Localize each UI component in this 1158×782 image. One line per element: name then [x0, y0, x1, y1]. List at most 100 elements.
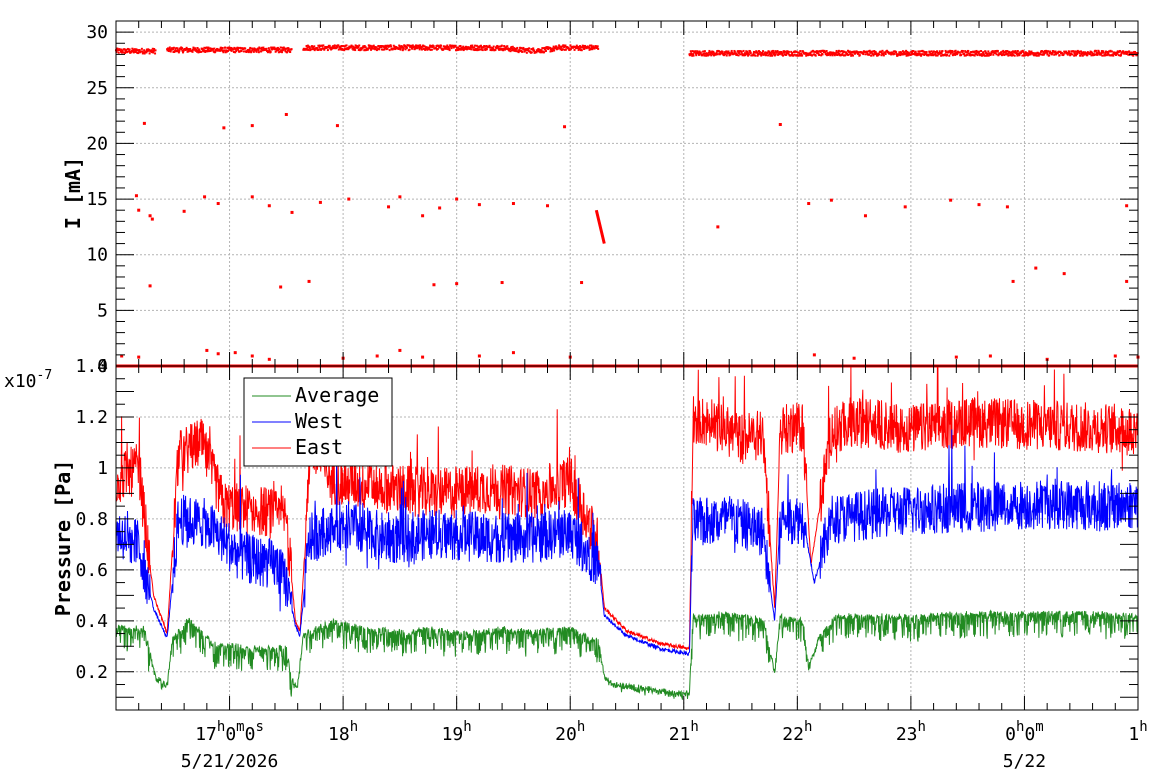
current-point [1023, 54, 1026, 57]
current-point [523, 50, 526, 53]
current-point [954, 355, 958, 359]
current-point [916, 54, 919, 57]
current-point [911, 51, 914, 54]
current-point [1100, 50, 1103, 53]
current-point [1049, 50, 1052, 53]
current-point [797, 54, 800, 57]
current-point [1006, 53, 1009, 56]
current-point [205, 46, 208, 49]
current-point [764, 51, 767, 54]
current-point [308, 45, 311, 48]
current-point [729, 52, 732, 55]
current-point [785, 53, 788, 56]
current-point [567, 46, 570, 49]
current-point [180, 48, 183, 51]
current-point [230, 49, 233, 52]
current-point [269, 50, 272, 53]
current-point [1101, 54, 1104, 57]
current-point [259, 47, 262, 50]
current-point [122, 51, 125, 54]
current-point [281, 46, 284, 49]
current-point [252, 48, 255, 51]
current-point [1013, 54, 1016, 57]
current-point [1015, 52, 1018, 55]
current-point [257, 49, 260, 52]
x-tick-label: 19h [442, 719, 472, 745]
current-point [575, 44, 578, 47]
current-point [835, 51, 838, 54]
current-point [271, 48, 274, 51]
current-point [769, 54, 772, 57]
current-point [1002, 49, 1005, 52]
current-point [736, 53, 739, 56]
current-point [780, 50, 783, 53]
current-point [1039, 53, 1042, 56]
current-point [387, 205, 391, 209]
current-point [899, 54, 902, 57]
current-point [817, 50, 820, 53]
current-point [768, 53, 771, 56]
current-point [694, 50, 697, 53]
current-point [224, 46, 227, 49]
current-point [1030, 50, 1033, 53]
current-point [928, 51, 931, 54]
current-point [1047, 50, 1050, 53]
current-point [742, 49, 745, 52]
current-point [818, 53, 821, 56]
current-point [725, 50, 728, 53]
current-point [209, 47, 212, 50]
current-point [752, 52, 755, 55]
current-point [1085, 52, 1088, 55]
current-point [247, 51, 250, 54]
current-point [1004, 51, 1007, 54]
current-point [428, 48, 431, 51]
current-point [233, 351, 237, 355]
pressure-line-east [116, 366, 1138, 651]
current-point [809, 51, 812, 54]
current-point [569, 44, 572, 47]
x-tick-label: 18h [328, 719, 358, 745]
x-tick-label: 21h [669, 719, 699, 745]
current-point [261, 46, 264, 49]
current-point [884, 51, 887, 54]
current-point [811, 54, 814, 57]
current-point [737, 51, 740, 54]
current-point [747, 54, 750, 57]
current-point [915, 52, 918, 55]
current-point [553, 49, 556, 52]
current-point [276, 46, 279, 49]
current-point [540, 49, 543, 52]
current-point [1078, 50, 1081, 53]
current-point [182, 50, 185, 53]
current-point [831, 54, 834, 57]
current-point [148, 52, 151, 55]
current-point [485, 48, 488, 51]
current-point [462, 45, 465, 48]
current-point [765, 54, 768, 57]
current-point [903, 205, 907, 209]
current-point [358, 44, 361, 47]
current-point [430, 44, 433, 47]
current-point [940, 54, 943, 57]
current-point [168, 47, 171, 50]
current-point [132, 48, 135, 51]
current-point [537, 50, 540, 53]
current-point [1073, 54, 1076, 57]
current-point [841, 52, 844, 55]
pressure-panel: 0.20.40.60.811.21.4 Pressure [Pa] x10-7 … [4, 356, 1139, 711]
current-point [967, 50, 970, 53]
current-point [1062, 272, 1066, 276]
current-point [482, 46, 485, 49]
current-point [137, 52, 140, 55]
current-point [1062, 53, 1065, 56]
current-point [255, 49, 258, 52]
current-point [793, 53, 796, 56]
current-point [872, 53, 875, 56]
current-point [421, 45, 424, 48]
current-point [688, 54, 691, 57]
current-point [784, 50, 787, 53]
current-point [1035, 54, 1038, 57]
current-point [1072, 50, 1075, 53]
current-point [895, 53, 898, 56]
current-point [471, 44, 474, 47]
